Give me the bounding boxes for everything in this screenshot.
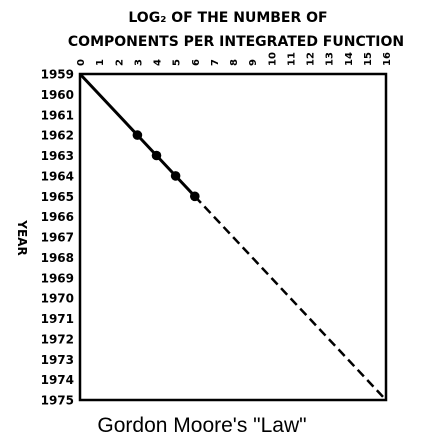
data-point <box>151 150 162 161</box>
chart-caption: Gordon Moore's "Law" <box>97 414 306 437</box>
x-tick-label: 15 <box>363 52 374 66</box>
data-point <box>190 191 200 202</box>
x-tick-label: 2 <box>114 59 125 66</box>
y-tick-label: 1969 <box>41 271 74 285</box>
x-axis-ticks: 0 1 2 3 4 5 6 7 8 9 10 11 12 13 14 15 16 <box>76 52 393 66</box>
y-tick-label: 1964 <box>41 169 74 183</box>
x-tick-label: 10 <box>267 52 278 66</box>
y-tick-label: 1967 <box>41 231 74 245</box>
y-tick-label: 1966 <box>41 210 74 224</box>
y-tick-label: 1962 <box>41 129 74 143</box>
data-point <box>170 171 181 181</box>
y-tick-label: 1961 <box>41 108 74 122</box>
extrapolated-trend-line <box>193 195 387 401</box>
plot-frame <box>78 72 388 402</box>
y-axis-label: YEAR <box>15 219 29 255</box>
x-tick-label: 5 <box>172 59 183 66</box>
x-tick-label: 16 <box>382 52 393 66</box>
series-layer <box>78 72 387 401</box>
y-tick-label: 1974 <box>41 373 74 387</box>
y-axis-ticks: 1959 1960 1961 1962 1963 1964 1965 1966 1967 1968… <box>41 68 74 408</box>
x-tick-label: 11 <box>286 52 297 66</box>
y-tick-label: 1963 <box>41 149 74 163</box>
y-tick-label: 1970 <box>41 292 74 306</box>
x-tick-label: 13 <box>325 52 336 66</box>
x-tick-label: 0 <box>76 59 87 66</box>
y-tick-label: 1968 <box>41 251 74 265</box>
x-tick-label: 1 <box>95 59 106 66</box>
x-tick-label: 7 <box>210 59 221 66</box>
x-tick-label: 3 <box>133 59 144 66</box>
y-tick-label: 1965 <box>41 190 74 204</box>
y-tick-label: 1959 <box>41 68 74 82</box>
chart-title-line-2: COMPONENTS PER INTEGRATED FUNCTION <box>68 34 404 50</box>
y-tick-label: 1975 <box>41 394 74 408</box>
x-tick-label: 12 <box>306 52 317 66</box>
x-tick-label: 14 <box>344 52 355 66</box>
x-tick-label: 6 <box>191 59 202 66</box>
y-tick-label: 1973 <box>41 353 74 367</box>
x-tick-label: 4 <box>153 59 164 66</box>
data-point <box>132 130 143 140</box>
y-tick-label: 1971 <box>41 312 74 326</box>
x-tick-label: 8 <box>229 59 240 66</box>
chart-title-line-1: LOG₂ OF THE NUMBER OF <box>128 10 327 26</box>
y-tick-label: 1972 <box>41 332 74 346</box>
x-tick-label: 9 <box>248 59 259 66</box>
y-tick-label: 1960 <box>41 88 74 102</box>
